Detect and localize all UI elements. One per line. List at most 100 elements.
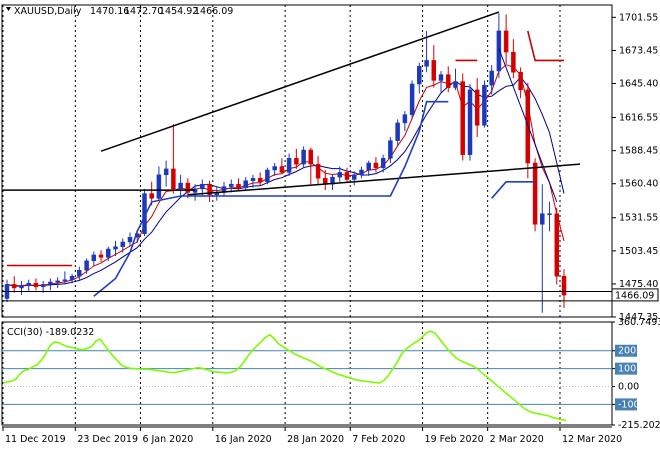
candle-body[interactable] (257, 178, 263, 183)
x-tick-label: 2 Mar 2020 (490, 434, 544, 445)
candle-body[interactable] (33, 282, 39, 287)
candle-body[interactable] (229, 183, 234, 187)
candle-body[interactable] (69, 275, 75, 280)
lower-trendline[interactable] (187, 163, 581, 196)
candle-body[interactable] (120, 241, 126, 247)
candle-body[interactable] (294, 158, 299, 165)
descending-average-line (498, 48, 558, 203)
candle-body[interactable] (149, 193, 154, 199)
candle-body[interactable] (474, 89, 480, 126)
candle-body[interactable] (540, 213, 545, 225)
price-tick-label: 1645.40 (619, 79, 658, 90)
candle-body[interactable] (308, 149, 314, 165)
price-tick-label: 1701.55 (619, 12, 658, 23)
candle-body[interactable] (344, 172, 350, 180)
candle-body[interactable] (40, 284, 46, 288)
candle-body[interactable] (561, 275, 567, 296)
candle-body[interactable] (127, 236, 133, 243)
collapse-triangle-icon (6, 7, 11, 11)
candle-body[interactable] (200, 183, 205, 190)
cci-tick-label: 100 (618, 364, 636, 375)
candle-body[interactable] (286, 158, 292, 173)
candle-body[interactable] (351, 174, 357, 180)
candle-body[interactable] (380, 158, 386, 168)
candle-body[interactable] (98, 254, 104, 258)
candle-body[interactable] (171, 168, 176, 190)
stop-level-line-3 (527, 30, 564, 62)
x-tick-label: 11 Dec 2019 (5, 434, 66, 445)
candle-body[interactable] (511, 51, 516, 73)
candle-body[interactable] (417, 66, 422, 85)
candle-body[interactable] (106, 248, 111, 258)
main-price-pane[interactable]: 1701.55 1673.45 1645.40 1616.55 1588.45 1560.… (1, 4, 659, 323)
candle-body[interactable] (547, 213, 552, 215)
candle-body[interactable] (250, 178, 256, 181)
candle-body[interactable] (482, 84, 487, 126)
candle-body[interactable] (503, 30, 509, 53)
x-tick-label: 7 Feb 2020 (352, 434, 405, 445)
candle-body[interactable] (243, 180, 248, 189)
candle-body[interactable] (19, 285, 24, 289)
candle-body[interactable] (272, 166, 277, 171)
low-value: 1454.92 (159, 6, 198, 17)
candle-body[interactable] (496, 30, 502, 72)
candle-body[interactable] (163, 168, 169, 176)
candle-body[interactable] (84, 260, 89, 271)
candle-body[interactable] (236, 183, 241, 188)
cci-tick-label: 200 (618, 346, 636, 357)
candle-body[interactable] (373, 162, 379, 168)
candle-body[interactable] (91, 254, 97, 262)
candle-body[interactable] (55, 280, 60, 283)
candle-body[interactable] (446, 74, 451, 88)
candle-body[interactable] (337, 172, 343, 178)
candle-body[interactable] (532, 162, 538, 225)
trailing-channel-line (93, 100, 449, 297)
close-value: 1466.09 (194, 6, 233, 17)
candle-body[interactable] (424, 60, 429, 67)
candle-body[interactable] (489, 70, 494, 86)
price-tick-label: 1673.45 (619, 45, 658, 56)
price-tick-label: 1531.55 (619, 213, 658, 224)
candle-body[interactable] (438, 74, 444, 81)
candle-body[interactable] (366, 162, 371, 171)
candle-body[interactable] (518, 71, 523, 91)
candle-body[interactable] (11, 284, 17, 289)
candle-body[interactable] (207, 183, 212, 196)
candle-body[interactable] (460, 81, 465, 155)
x-tick-label: 19 Feb 2020 (425, 434, 484, 445)
candle-body[interactable] (265, 169, 270, 183)
candle-body[interactable] (315, 163, 321, 179)
candle-body[interactable] (113, 246, 118, 250)
candle-body[interactable] (77, 270, 82, 277)
x-tick-label: 23 Dec 2019 (77, 434, 138, 445)
candle-body[interactable] (185, 182, 191, 193)
price-tick-label: 1560.40 (619, 179, 658, 190)
candle-body[interactable] (409, 83, 415, 115)
price-tick-label: 1503.45 (619, 246, 658, 257)
candle-body[interactable] (48, 281, 53, 285)
upper-trendline[interactable] (100, 11, 500, 152)
cci-header: CCI(30) -189.0232 (7, 327, 94, 338)
candle-body[interactable] (156, 174, 162, 199)
x-tick-label: 28 Jan 2020 (287, 434, 344, 445)
candle-body[interactable] (388, 140, 393, 159)
candle-body[interactable] (178, 182, 183, 190)
candle-body[interactable] (431, 60, 437, 81)
candle-body[interactable] (554, 213, 560, 277)
candle-body[interactable] (467, 89, 473, 155)
price-tick-label: 1475.40 (619, 279, 658, 290)
candle-body[interactable] (301, 149, 306, 165)
candle-body[interactable] (279, 166, 285, 173)
candle-body[interactable] (62, 279, 68, 282)
price-tick-label: 1616.55 (619, 113, 658, 124)
candle-body[interactable] (395, 122, 400, 141)
symbol-label: XAUUSD,Daily (14, 6, 82, 17)
candle-body[interactable] (359, 169, 364, 175)
candle-body[interactable] (402, 114, 408, 124)
candle-body[interactable] (26, 282, 31, 286)
x-tick-label: 12 Mar 2020 (562, 434, 622, 445)
candle-body[interactable] (453, 81, 458, 88)
